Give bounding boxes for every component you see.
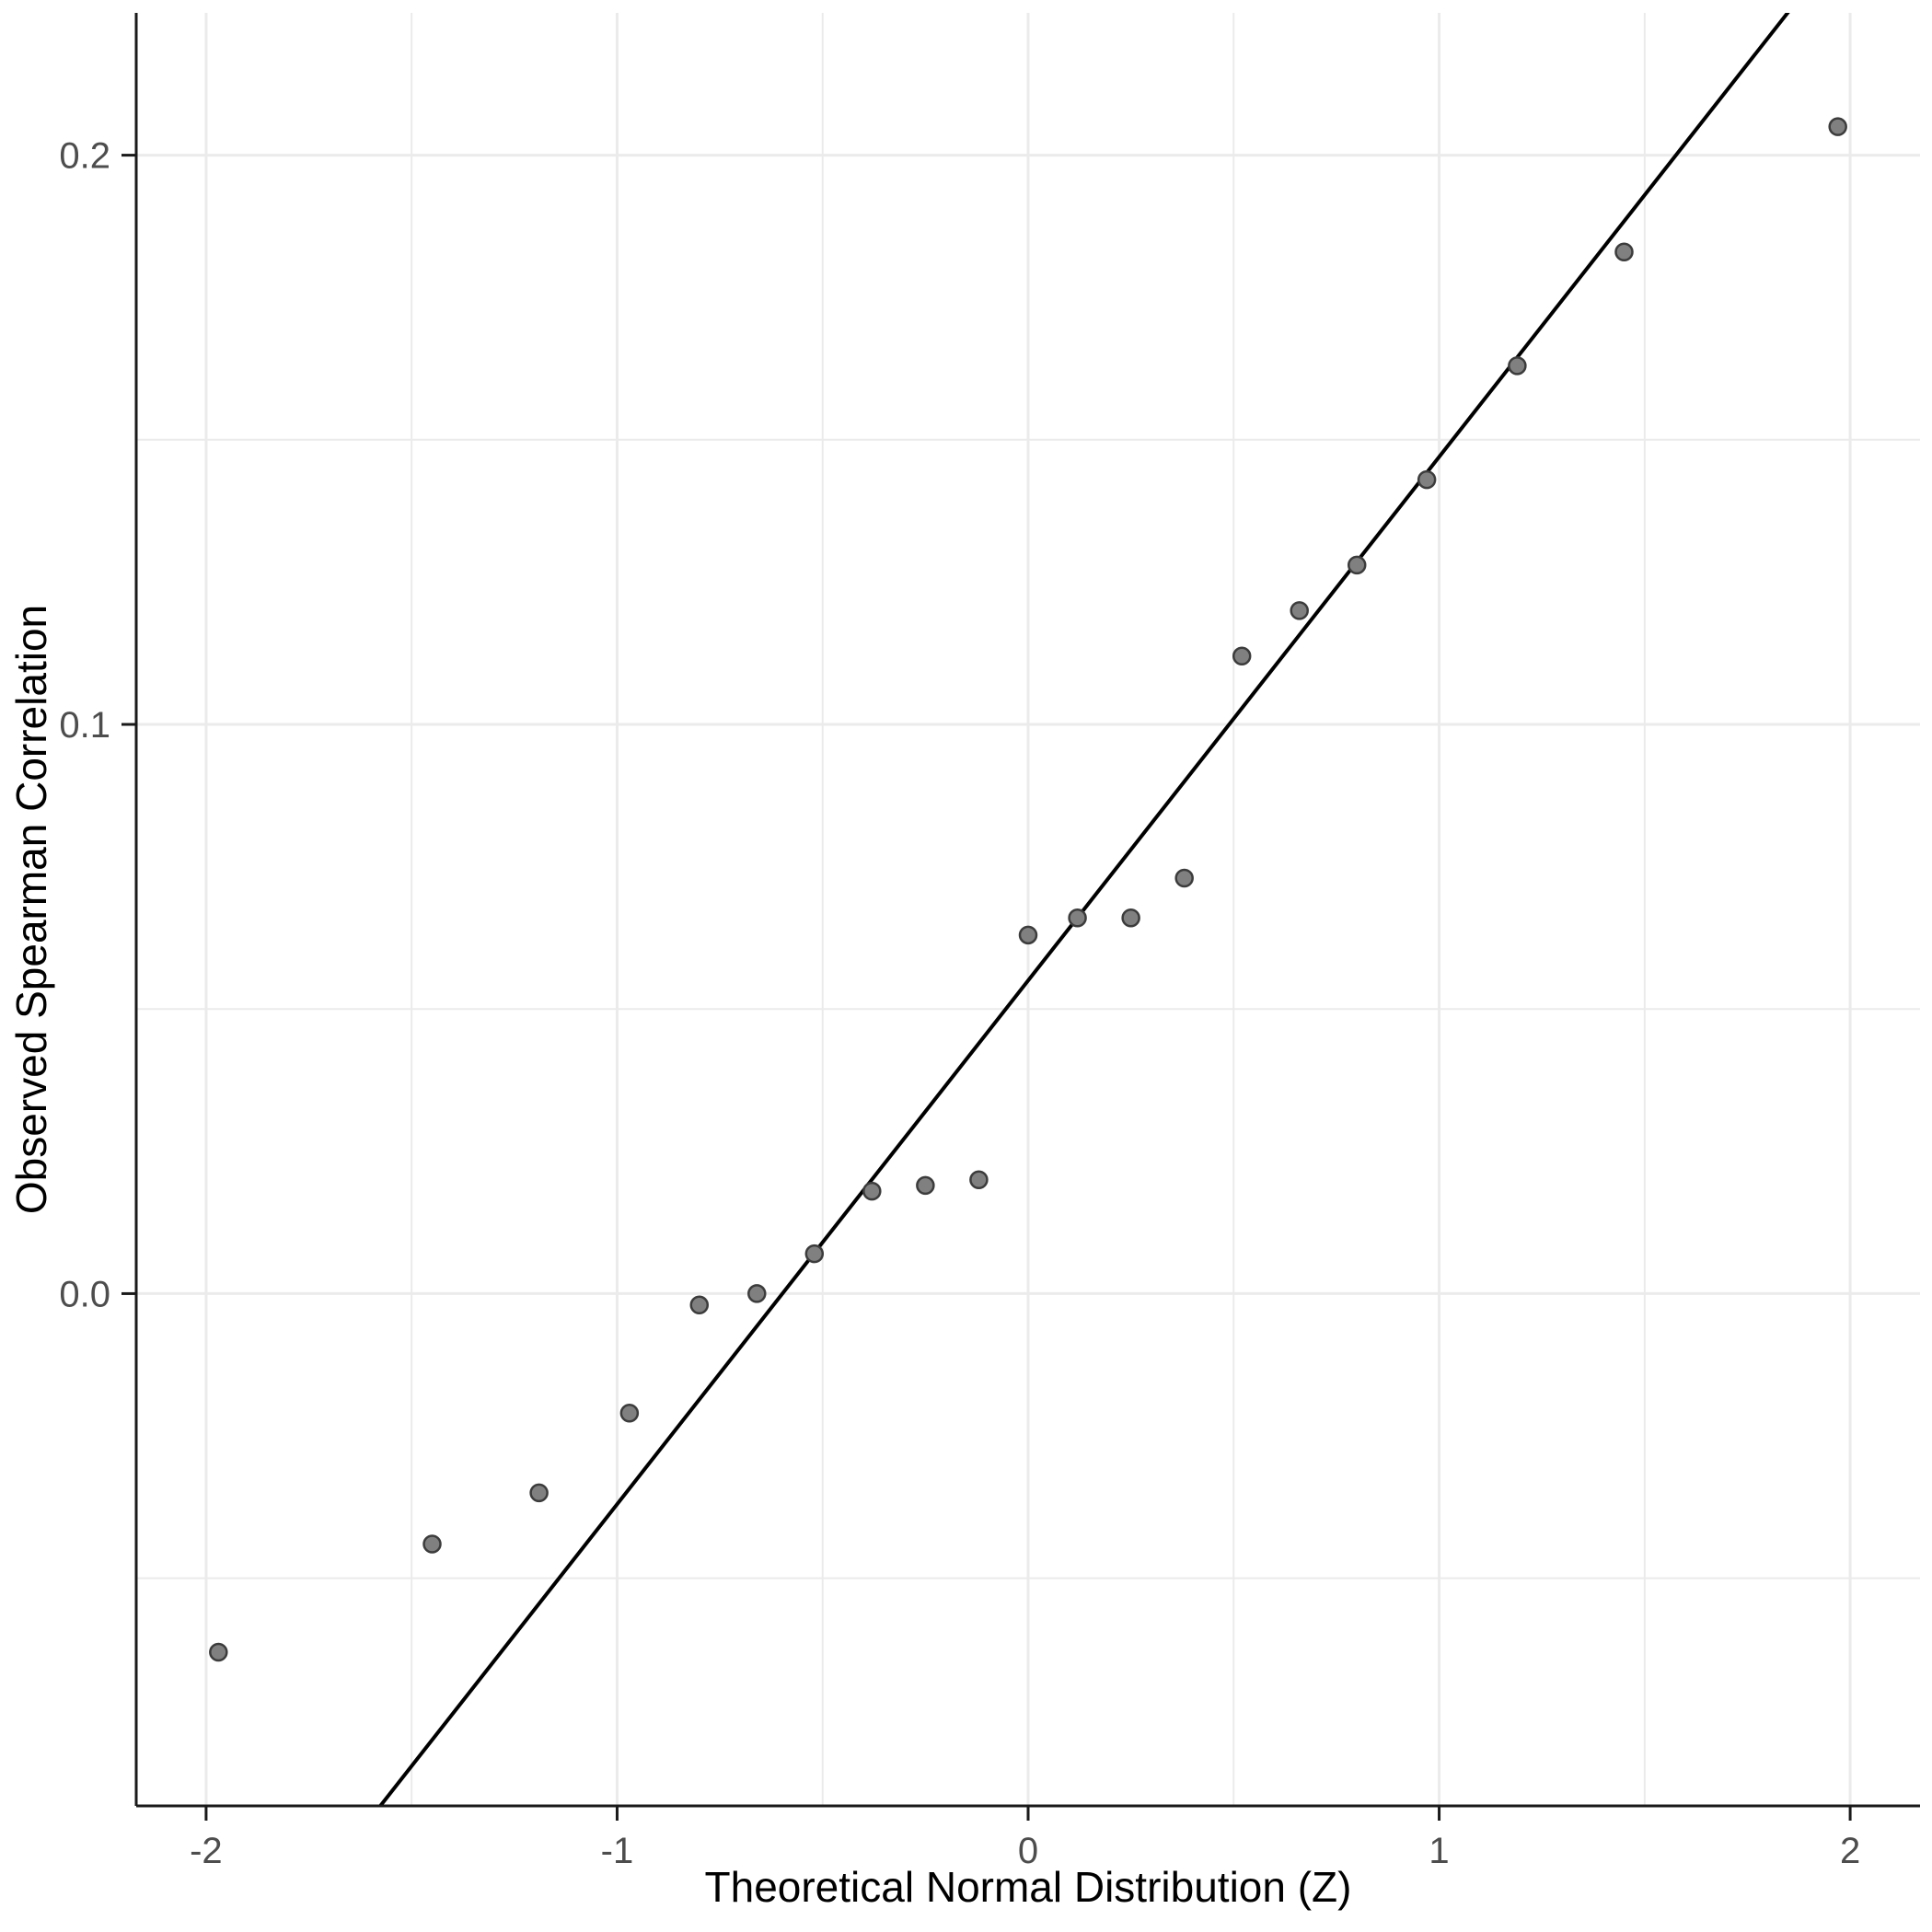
data-point xyxy=(1232,646,1252,666)
qq-reference-line xyxy=(377,13,1790,1806)
data-point xyxy=(1417,469,1437,490)
data-point xyxy=(422,1534,442,1554)
y-tick-label: 0.0 xyxy=(59,1274,110,1314)
data-point xyxy=(1347,555,1367,575)
data-point xyxy=(804,1244,825,1264)
data-point xyxy=(1018,925,1038,945)
major-gridlines xyxy=(136,13,1920,1806)
data-point xyxy=(619,1404,640,1423)
x-axis-title: Theoretical Normal Distribution (Z) xyxy=(705,1863,1352,1911)
data-point xyxy=(747,1284,767,1303)
data-point xyxy=(689,1295,710,1315)
y-axis-ticks: 0.0 0.1 0.2 xyxy=(59,136,136,1314)
data-point xyxy=(1290,601,1309,620)
data-point xyxy=(1068,908,1087,928)
x-tick-label: -1 xyxy=(601,1831,634,1871)
x-tick-label: 0 xyxy=(1018,1831,1038,1871)
data-point xyxy=(1174,868,1194,888)
y-axis-title: Observed Spearman Correlation xyxy=(7,605,55,1214)
data-point xyxy=(1614,242,1634,261)
data-point xyxy=(969,1170,989,1189)
y-tick-label: 0.1 xyxy=(59,705,110,746)
data-point xyxy=(209,1642,228,1662)
data-point xyxy=(1121,908,1140,928)
data-point xyxy=(1508,356,1527,376)
x-tick-label: 2 xyxy=(1840,1831,1860,1871)
data-point xyxy=(862,1181,882,1201)
x-tick-label: -2 xyxy=(190,1831,223,1871)
data-points xyxy=(209,117,1847,1662)
x-tick-label: 1 xyxy=(1429,1831,1449,1871)
data-point xyxy=(1828,117,1847,136)
x-axis-ticks: -2 -1 0 1 2 xyxy=(190,1806,1860,1871)
y-tick-label: 0.2 xyxy=(59,136,110,177)
data-point xyxy=(916,1175,935,1196)
reference-line-group xyxy=(377,13,1790,1806)
data-point xyxy=(529,1483,549,1503)
